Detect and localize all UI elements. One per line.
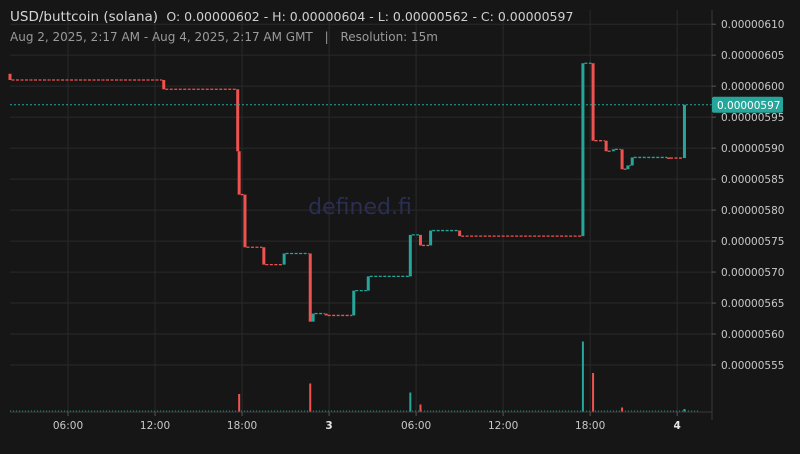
y-tick-label: 0.00000560 xyxy=(721,329,784,341)
y-tick-label: 0.00000565 xyxy=(721,298,784,310)
x-tick-label: 12:00 xyxy=(488,420,518,432)
candle-body xyxy=(236,89,240,152)
candle-body xyxy=(604,140,608,152)
y-tick-label: 0.00000595 xyxy=(721,112,784,124)
x-tick-label: 06:00 xyxy=(401,420,431,432)
y-axis[interactable]: 0.00000610 0.00000605 0.00000600 0.00000595… xyxy=(711,10,784,420)
watermark: defined.fi xyxy=(308,195,412,220)
volume-bar xyxy=(581,341,584,412)
x-tick-label: 18:00 xyxy=(227,420,257,432)
y-tick-label: 0.00000590 xyxy=(721,143,784,155)
x-tick-label: 18:00 xyxy=(575,420,605,432)
volume-bar xyxy=(238,394,241,412)
y-tick-label: 0.00000580 xyxy=(721,205,784,217)
ohlc-values: O: 0.00000602 - H: 0.00000604 - L: 0.000… xyxy=(166,9,574,24)
candle-body xyxy=(352,290,356,316)
candle-body xyxy=(282,253,286,265)
y-tick-label: 0.00000610 xyxy=(721,19,784,31)
x-tick-label: 3 xyxy=(325,420,332,432)
y-tick-label: 0.00000585 xyxy=(721,174,784,186)
volume-bar xyxy=(409,392,412,412)
candle-body xyxy=(8,73,12,80)
range-line: Aug 2, 2025, 2:17 AM - Aug 4, 2025, 2:17… xyxy=(10,30,573,44)
candle-body xyxy=(308,253,312,322)
candle-body xyxy=(418,234,422,246)
last-price-label-text: 0.00000597 xyxy=(717,100,780,112)
y-tick-label: 0.00000575 xyxy=(721,236,784,248)
candle-body xyxy=(243,194,247,248)
candle-body xyxy=(591,63,595,141)
candle-body xyxy=(311,313,315,322)
y-tick-label: 0.00000605 xyxy=(721,50,784,62)
candle-body xyxy=(581,63,585,237)
pair-title[interactable]: USD/buttcoin (solana) xyxy=(10,9,159,25)
candle-body xyxy=(162,79,166,90)
y-tick-label: 0.00000600 xyxy=(721,81,784,93)
last-price-label: 0.00000597 xyxy=(712,96,783,113)
x-tick-label: 06:00 xyxy=(53,420,83,432)
volume-bar xyxy=(621,407,624,412)
y-tick-label: 0.00000555 xyxy=(721,360,784,372)
x-tick-label: 12:00 xyxy=(140,420,170,432)
candle-body xyxy=(458,230,462,237)
candle-body xyxy=(262,247,266,265)
date-range: Aug 2, 2025, 2:17 AM - Aug 4, 2025, 2:17… xyxy=(10,30,313,44)
separator: | xyxy=(324,30,329,44)
resolution: Resolution: 15m xyxy=(340,30,438,44)
candle-body xyxy=(366,276,370,291)
candle-body xyxy=(237,151,241,195)
chart-header: USD/buttcoin (solana) O: 0.00000602 - H:… xyxy=(10,9,573,44)
candle-body xyxy=(429,230,433,246)
y-tick-label: 0.00000570 xyxy=(721,267,784,279)
last-price-label-bg xyxy=(712,96,783,113)
volume-bar xyxy=(683,409,686,412)
volume-bars xyxy=(10,341,700,412)
candles xyxy=(8,62,686,323)
candle-body xyxy=(666,157,670,159)
x-axis[interactable]: 06:00 12:00 18:00 3 06:00 12:00 18:00 4 xyxy=(10,411,712,432)
candle-body xyxy=(611,149,615,152)
volume-bar xyxy=(309,383,312,412)
title-line: USD/buttcoin (solana) O: 0.00000602 - H:… xyxy=(10,9,573,25)
volume-bar xyxy=(592,373,595,412)
x-tick-label: 4 xyxy=(674,420,681,432)
candle-body xyxy=(630,157,634,166)
candle-body xyxy=(408,234,412,277)
candle-body xyxy=(324,313,328,316)
candle-body xyxy=(682,104,686,159)
volume-bar xyxy=(419,404,422,412)
grid xyxy=(10,10,712,412)
candle-body xyxy=(626,165,630,170)
candle-body xyxy=(620,149,624,170)
